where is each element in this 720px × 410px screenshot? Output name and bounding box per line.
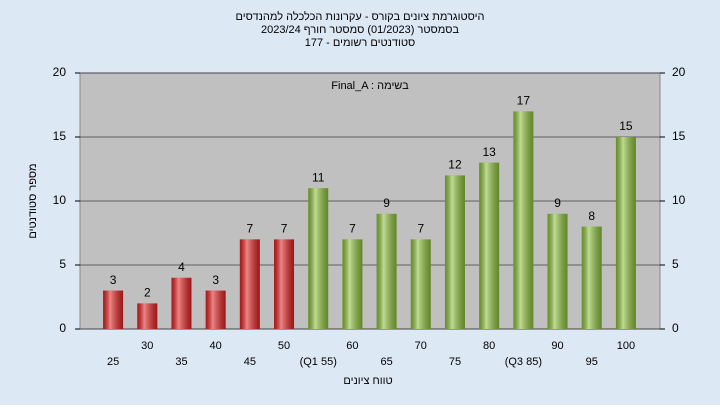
bar-shine — [171, 277, 192, 329]
x-tick-label: 50 — [278, 340, 290, 352]
value-label: 9 — [554, 196, 561, 210]
value-label: 11 — [312, 170, 325, 184]
bar-shine — [308, 188, 329, 329]
value-label: 17 — [517, 94, 531, 108]
bar-shine — [239, 239, 260, 329]
x-tick-label: 80 — [483, 340, 495, 352]
value-label: 8 — [588, 209, 595, 223]
x-tick-label: 60 — [346, 340, 358, 352]
value-label: 13 — [482, 145, 496, 159]
chart-title: היסטוגרמת ציונים בקורס - עקרונות הכלכלה … — [236, 10, 485, 23]
x-tick-label: 95 — [586, 356, 598, 368]
y2-tick-label: 0 — [672, 321, 679, 335]
x-tick-label: 25 — [107, 356, 119, 368]
x-tick-label: 35 — [175, 356, 187, 368]
y2-tick-label: 10 — [672, 193, 686, 207]
y2-tick-label: 15 — [672, 129, 686, 143]
bar-shine — [615, 137, 636, 329]
value-label: 12 — [448, 158, 462, 172]
chart-subtitle: בסמסטר (01/2023) סמסטר חורף 2023/24 — [261, 24, 459, 36]
x-tick-label: 70 — [415, 340, 427, 352]
bar-shine — [103, 290, 124, 329]
bar-shine — [479, 162, 500, 329]
x-tick-label: 40 — [210, 340, 222, 352]
x-tick-label: 45 — [244, 356, 256, 368]
value-label: 3 — [212, 273, 219, 287]
chart-subtitle: סטודנטים רשומים - 177 — [305, 37, 416, 49]
y-tick-label: 20 — [53, 65, 67, 79]
x-tick-label: 90 — [551, 340, 563, 352]
x-axis-label: טווח ציונים — [343, 375, 392, 387]
y2-tick-label: 20 — [672, 65, 686, 79]
bar-shine — [410, 239, 431, 329]
bar-shine — [547, 213, 568, 329]
value-label: 9 — [383, 196, 390, 210]
value-label: 2 — [144, 286, 151, 300]
bar-shine — [444, 175, 465, 329]
value-label: 3 — [110, 273, 117, 287]
bar-shine — [581, 226, 602, 329]
value-label: 7 — [417, 222, 424, 236]
value-label: 15 — [619, 119, 633, 133]
bar-shine — [137, 303, 158, 329]
value-label: 7 — [281, 222, 288, 236]
x-tick-label: 75 — [449, 356, 461, 368]
bar-shine — [513, 111, 534, 330]
y2-tick-label: 5 — [672, 257, 679, 271]
value-label: 4 — [178, 260, 185, 274]
y-tick-label: 10 — [53, 193, 67, 207]
y-tick-label: 5 — [59, 257, 66, 271]
bar-shine — [274, 239, 295, 329]
annotation: Final_A : בשימה — [331, 80, 409, 92]
x-tick-label: (Q1 55) — [300, 356, 337, 368]
x-tick-label: 65 — [380, 356, 392, 368]
x-tick-label: 30 — [141, 340, 153, 352]
value-label: 7 — [247, 222, 254, 236]
bar-shine — [205, 290, 226, 329]
x-tick-label: 100 — [617, 340, 635, 352]
bar-shine — [376, 213, 397, 329]
y-tick-label: 15 — [53, 129, 67, 143]
value-label: 7 — [349, 222, 356, 236]
y-axis-label: מספר סטודנטים — [27, 163, 39, 238]
bar-shine — [342, 239, 363, 329]
x-tick-label: (Q3 85) — [505, 356, 542, 368]
y-tick-label: 0 — [59, 321, 66, 335]
